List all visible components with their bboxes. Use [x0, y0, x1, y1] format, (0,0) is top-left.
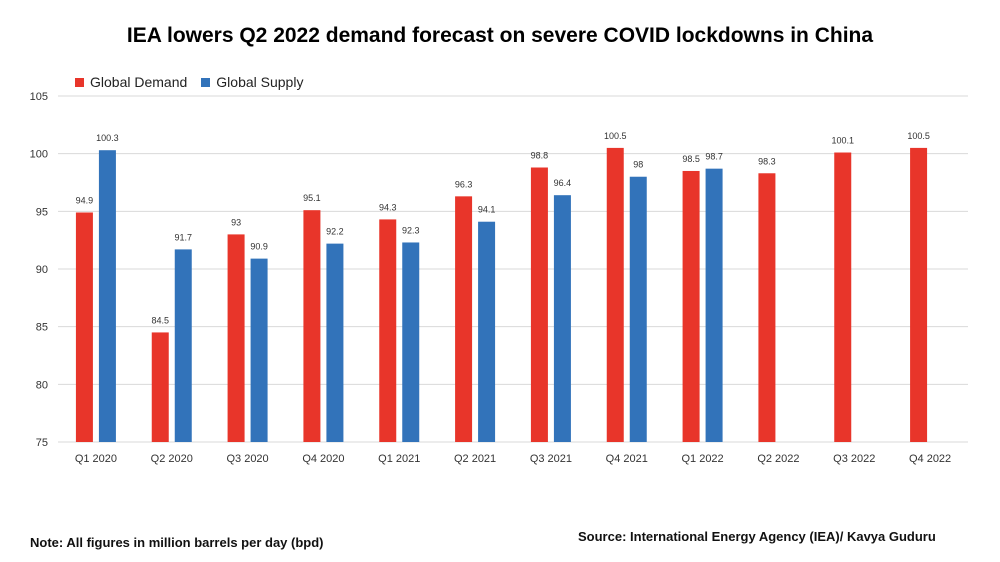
x-tick-label: Q1 2021 [378, 453, 420, 465]
data-label: 100.3 [96, 133, 119, 143]
data-label: 98.7 [705, 152, 723, 162]
data-label: 92.2 [326, 227, 344, 237]
chart-legend: Global Demand Global Supply [75, 74, 317, 90]
data-label: 96.3 [455, 179, 473, 189]
data-label: 98.8 [531, 151, 549, 161]
bar-demand [303, 210, 321, 442]
y-tick-label: 105 [30, 91, 48, 103]
data-label: 84.5 [151, 315, 169, 325]
y-tick-label: 75 [36, 437, 48, 449]
bar-supply [629, 176, 647, 442]
bar-supply [402, 242, 420, 442]
x-tick-label: Q2 2022 [757, 453, 799, 465]
data-label: 98.5 [682, 154, 700, 164]
data-label: 95.1 [303, 193, 321, 203]
bar-demand [682, 170, 700, 442]
data-label: 91.7 [174, 232, 192, 242]
bar-demand [834, 152, 852, 442]
bar-supply [98, 150, 116, 442]
footnote: Note: All figures in million barrels per… [30, 535, 324, 550]
data-label: 100.1 [831, 136, 854, 146]
bar-demand [455, 196, 473, 442]
data-label: 100.5 [604, 131, 627, 141]
data-label: 93 [231, 217, 241, 227]
bar-demand [910, 147, 928, 442]
data-label: 96.4 [554, 178, 572, 188]
bar-supply [174, 249, 192, 442]
x-tick-label: Q3 2022 [833, 453, 875, 465]
data-label: 98 [633, 160, 643, 170]
bar-supply [553, 195, 571, 442]
bar-demand [379, 219, 397, 442]
legend-label-demand: Global Demand [90, 74, 188, 90]
data-label: 98.3 [758, 156, 776, 166]
x-tick-label: Q1 2022 [681, 453, 723, 465]
y-tick-label: 85 [36, 322, 48, 334]
bar-supply [326, 243, 344, 442]
bar-demand [227, 234, 245, 442]
x-tick-label: Q4 2022 [909, 453, 951, 465]
bar-demand [530, 167, 548, 443]
bar-demand [606, 147, 624, 442]
data-label: 94.9 [76, 195, 94, 205]
bar-supply [250, 258, 268, 442]
bar-demand [151, 332, 169, 442]
data-label: 92.3 [402, 225, 420, 235]
legend-item-demand: Global Demand [75, 74, 187, 90]
x-tick-label: Q1 2020 [75, 453, 117, 465]
data-label: 94.1 [478, 205, 496, 215]
data-label: 90.9 [250, 242, 268, 252]
bar-supply [705, 168, 723, 442]
y-tick-label: 100 [30, 149, 48, 161]
x-tick-label: Q4 2020 [302, 453, 344, 465]
y-tick-label: 90 [36, 264, 48, 276]
chart-title: IEA lowers Q2 2022 demand forecast on se… [126, 24, 874, 47]
legend-swatch-supply [201, 77, 211, 87]
legend-item-supply: Global Supply [201, 74, 303, 90]
source-credit: Source: International Energy Agency (IEA… [578, 529, 936, 544]
x-tick-label: Q2 2020 [151, 453, 193, 465]
legend-label-supply: Global Supply [216, 74, 304, 90]
y-tick-label: 80 [36, 379, 48, 391]
bar-supply [478, 221, 496, 442]
x-tick-label: Q3 2021 [530, 453, 572, 465]
x-tick-label: Q3 2020 [226, 453, 268, 465]
data-label: 100.5 [907, 131, 930, 141]
bar-demand [75, 212, 93, 442]
x-tick-label: Q4 2021 [606, 453, 648, 465]
x-tick-label: Q2 2021 [454, 453, 496, 465]
data-label: 94.3 [379, 202, 397, 212]
y-tick-label: 95 [36, 206, 48, 218]
bar-demand [758, 173, 776, 443]
legend-swatch-demand [75, 77, 84, 87]
